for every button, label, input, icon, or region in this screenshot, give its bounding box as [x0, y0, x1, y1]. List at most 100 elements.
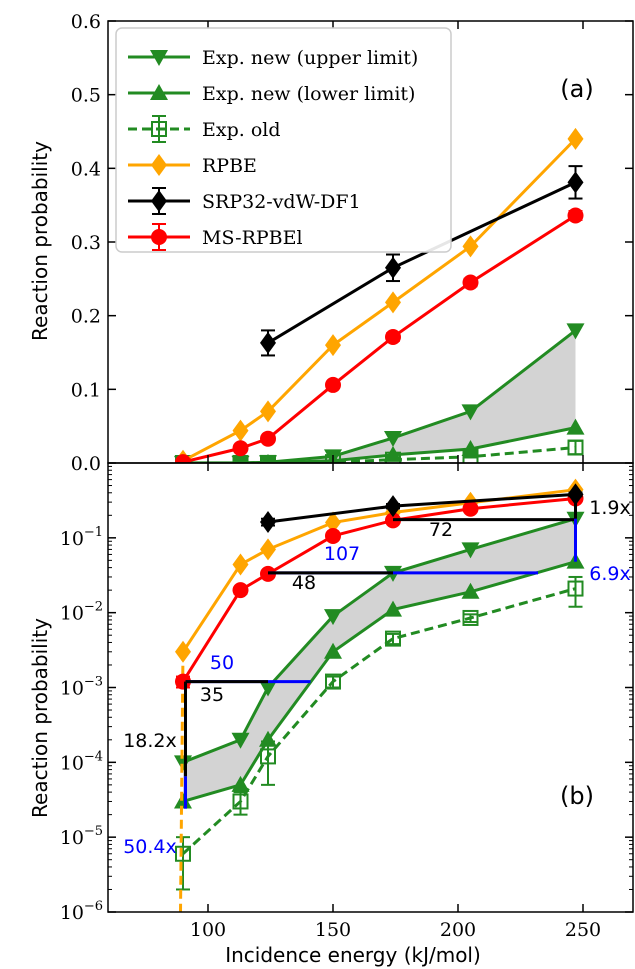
annotation-18-2x: 18.2x — [123, 730, 177, 752]
series-exp_old-B — [175, 575, 584, 891]
legend-label-srp32: SRP32-vdW-DF1 — [202, 191, 361, 213]
point-rpbe-A — [567, 127, 584, 150]
panel-b-ytick-exponent: −4 — [84, 749, 103, 764]
series-rpbe-A — [175, 127, 584, 463]
series-srp32-A — [260, 165, 584, 357]
panel-a-ytick-label: 0.1 — [71, 379, 101, 401]
point-exp_upper-A — [259, 455, 277, 463]
point-exp_lower-B — [259, 730, 277, 747]
point-exp_upper-A — [384, 430, 402, 447]
legend-label-msrpbel: MS-RPBEl — [202, 227, 303, 249]
point-rpbe-A — [462, 235, 479, 258]
point-rpbe-A — [232, 419, 249, 442]
point-exp_upper-A — [231, 455, 250, 463]
point-exp_upper-A — [566, 323, 585, 340]
band-A — [183, 330, 576, 463]
panel-b-ytick-label: 10 — [60, 678, 84, 700]
panel-a-label: (a) — [560, 75, 593, 103]
point-msrpbel-A — [232, 440, 249, 457]
point-msrpbel-B — [232, 582, 249, 599]
panel-a-ylabel: Reaction probability — [28, 141, 52, 341]
point-srp32-B — [260, 510, 276, 533]
point-msrpbel-A — [462, 274, 479, 291]
point-exp_old-B — [260, 748, 276, 765]
point-msrpbel-B — [462, 500, 479, 517]
legend: Exp. new (upper limit) Exp. new (lower li… — [115, 27, 452, 253]
series-exp_upper-B — [174, 511, 585, 772]
legend-label-exp_lower: Exp. new (lower limit) — [202, 83, 415, 105]
point-exp_lower-A — [384, 445, 402, 462]
panel-b-xtick-label: 250 — [565, 919, 601, 941]
legend-label-exp_upper: Exp. new (upper limit) — [202, 47, 418, 69]
point-exp_lower-A — [461, 440, 480, 457]
panel-b-ytick-label: 10 — [60, 528, 84, 550]
annotation-50: 50 — [210, 652, 234, 674]
legend-label-exp_old: Exp. old — [202, 119, 281, 141]
point-exp_old-B — [232, 793, 249, 810]
point-msrpbel-A — [325, 376, 341, 393]
panel-a-axes: 0.0 0.1 0.2 0.3 0.4 0.5 0.6 — [71, 11, 634, 475]
point-exp_lower-B — [231, 775, 250, 792]
point-rpbe-B — [260, 538, 276, 561]
panel-b-ytick-exponent: −3 — [84, 675, 103, 690]
point-exp_lower-B — [324, 642, 342, 659]
point-srp32-B — [385, 495, 401, 518]
point-exp_upper-B — [174, 755, 192, 772]
point-rpbe-B — [325, 511, 341, 534]
panel-a-ytick-label: 0.5 — [71, 85, 101, 107]
panel-a-shaded-band — [183, 330, 576, 463]
annotation-35: 35 — [200, 684, 224, 706]
point-exp_upper-B — [461, 542, 480, 559]
legend-box — [115, 27, 452, 253]
point-msrpbel-B — [325, 527, 341, 544]
point-exp_old-B — [385, 630, 401, 647]
panel-b-ytick-label: 10 — [60, 603, 84, 625]
panel-b-ytick-exponent: −6 — [84, 899, 103, 914]
panel-b-ytick-exponent: −1 — [84, 525, 103, 540]
point-exp_upper-B — [324, 609, 342, 626]
series-srp32-B — [260, 483, 584, 533]
point-msrpbel-A — [260, 430, 276, 447]
point-srp32-A — [567, 171, 584, 194]
point-rpbe-A — [260, 400, 276, 423]
panel-b-xlabel: Incidence energy (kJ/mol) — [225, 943, 481, 967]
point-msrpbel-A — [175, 454, 191, 463]
point-msrpbel-A — [567, 207, 584, 224]
point-exp_old-B — [567, 580, 584, 597]
panel-b-xtick-label: 200 — [440, 919, 476, 941]
point-srp32-A — [385, 256, 401, 279]
panel-b-ytick-label: 10 — [60, 902, 84, 924]
panel-b-xtick-label: 100 — [190, 919, 226, 941]
legend-marker-exp_upper — [150, 50, 168, 66]
panel-b-ylabel: Reaction probability — [28, 618, 52, 818]
point-rpbe-B — [232, 553, 249, 576]
panel-b-ytick-label: 10 — [60, 752, 84, 774]
panel-b-label: (b) — [560, 782, 594, 810]
point-rpbe-B — [175, 640, 191, 663]
series-msrpbel-A — [175, 207, 584, 463]
point-exp_old-A — [567, 439, 584, 456]
point-exp_old-B — [325, 673, 341, 690]
annotation-6-9x: 6.9x — [589, 563, 630, 585]
annotation-48: 48 — [292, 572, 316, 594]
panel-a-ytick-label: 0.2 — [71, 306, 101, 328]
panel-a-ytick-label: 0.4 — [71, 158, 101, 180]
point-exp_lower-B — [384, 600, 402, 617]
point-exp_lower-B — [461, 582, 480, 599]
panel-a-ytick-label: 0.3 — [71, 232, 101, 254]
panel-a-ytick-label: 0.6 — [71, 11, 101, 33]
annotation-107: 107 — [324, 543, 360, 565]
panel-a: 0.0 0.1 0.2 0.3 0.4 0.5 0.6 (a) Reaction proba… — [28, 11, 634, 475]
point-rpbe-A — [325, 334, 341, 357]
point-exp_upper-B — [259, 680, 277, 697]
annotation-1-9x: 1.9x — [589, 497, 630, 519]
point-exp_old-B — [462, 609, 479, 626]
point-exp_old-B — [175, 845, 191, 862]
point-srp32-B — [567, 483, 584, 506]
point-rpbe-A — [385, 291, 401, 314]
point-exp_lower-A — [566, 418, 585, 435]
point-srp32-A — [260, 331, 276, 354]
